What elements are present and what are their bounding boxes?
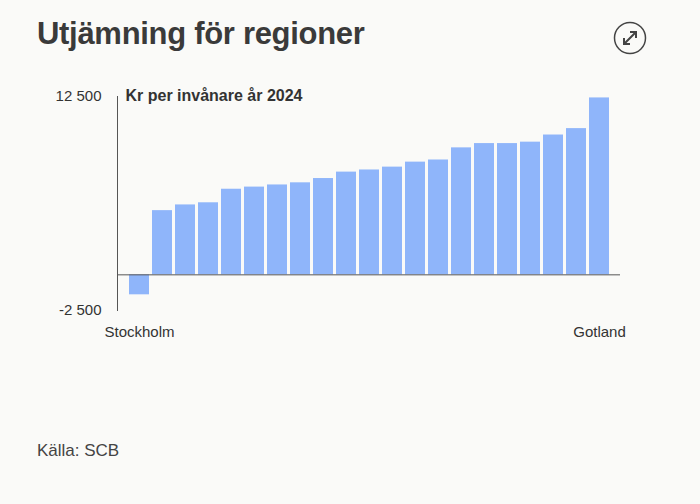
html-text:Källa: SCB: Källa: SCB [37,441,120,460]
svg-text:Kr per invånare år 2024: Kr per invånare år 2024 [126,87,303,104]
svg-text:Gotland: Gotland [573,323,626,340]
svg-text:12 500: 12 500 [56,87,102,104]
svg-text:Stockholm: Stockholm [104,323,174,340]
svg-text:-2 500: -2 500 [59,301,102,318]
html-text:Utjämning för regioner: Utjämning för regioner [37,16,365,51]
